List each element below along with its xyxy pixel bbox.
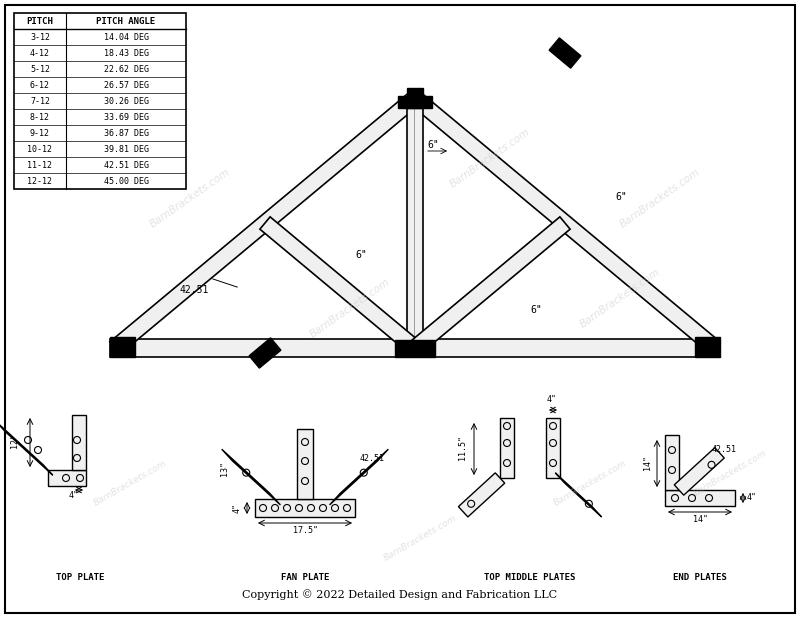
Bar [255,499,355,517]
Text: TOP PLATE: TOP PLATE [56,573,104,582]
Text: 11.5": 11.5" [458,436,467,460]
Bar [14,13,186,189]
Text: 12": 12" [10,433,19,447]
Text: 26.57 DEG: 26.57 DEG [103,80,149,90]
Text: 8-12: 8-12 [30,112,50,122]
Text: 6": 6" [355,250,366,260]
Text: 42.51: 42.51 [180,285,210,295]
Text: 45.00 DEG: 45.00 DEG [103,177,149,185]
Text: 14": 14" [693,515,707,524]
Text: 30.26 DEG: 30.26 DEG [103,96,149,106]
Text: 9-12: 9-12 [30,129,50,137]
Text: TOP MIDDLE PLATES: TOP MIDDLE PLATES [484,573,576,582]
Polygon shape [410,217,570,354]
Text: 14": 14" [643,454,652,470]
Bar [48,470,86,486]
Polygon shape [674,447,724,495]
Text: BarnBrackets.com: BarnBrackets.com [692,449,768,497]
Polygon shape [555,473,602,517]
Text: 6": 6" [530,305,542,315]
Text: 22.62 DEG: 22.62 DEG [103,64,149,74]
Text: 6": 6" [427,140,438,150]
Text: 3-12: 3-12 [30,33,50,41]
Text: BarnBrackets.com: BarnBrackets.com [92,459,168,507]
Polygon shape [222,449,281,505]
Text: BarnBrackets.com: BarnBrackets.com [552,459,628,507]
Text: 13": 13" [220,462,229,476]
Bar [407,88,423,108]
Text: BarnBrackets.com: BarnBrackets.com [308,277,392,339]
Text: FAN PLATE: FAN PLATE [281,573,329,582]
Polygon shape [407,98,423,348]
Polygon shape [0,421,53,475]
Text: PITCH: PITCH [26,17,54,25]
Bar [395,340,434,357]
Text: 5-12: 5-12 [30,64,50,74]
Text: 6": 6" [615,192,626,202]
Text: 33.69 DEG: 33.69 DEG [103,112,149,122]
Text: 18.43 DEG: 18.43 DEG [103,48,149,57]
Text: 4": 4" [233,503,242,513]
Text: 4-12: 4-12 [30,48,50,57]
Text: BarnBrackets.com: BarnBrackets.com [578,266,662,329]
Text: 4": 4" [747,494,757,502]
Text: 36.87 DEG: 36.87 DEG [103,129,149,137]
Bar [500,418,514,478]
Text: 17.5": 17.5" [293,526,318,535]
Bar [110,337,135,357]
Text: 7-12: 7-12 [30,96,50,106]
Text: 12-12: 12-12 [27,177,53,185]
Text: 39.81 DEG: 39.81 DEG [103,145,149,153]
Text: END PLATES: END PLATES [673,573,727,582]
Text: 42.51: 42.51 [712,445,737,454]
Text: 42.51: 42.51 [360,454,385,463]
Polygon shape [110,92,420,354]
Bar [546,418,560,478]
Text: BarnBrackets.com: BarnBrackets.com [618,167,702,229]
Bar [665,490,735,506]
Polygon shape [398,96,432,108]
Text: BarnBrackets.com: BarnBrackets.com [448,127,532,189]
Polygon shape [410,92,720,354]
Text: Copyright © 2022 Detailed Design and Fabrication LLC: Copyright © 2022 Detailed Design and Fab… [242,589,558,600]
Text: BarnBrackets.com: BarnBrackets.com [382,514,458,562]
Text: 11-12: 11-12 [27,161,53,169]
Polygon shape [260,217,420,354]
Text: 4": 4" [547,395,557,404]
Text: 10-12: 10-12 [27,145,53,153]
Text: 4": 4" [69,491,79,500]
Text: 6-12: 6-12 [30,80,50,90]
Polygon shape [330,449,388,505]
Polygon shape [549,38,581,68]
Bar [72,415,86,470]
Text: PITCH ANGLE: PITCH ANGLE [97,17,155,25]
Polygon shape [458,473,505,517]
Bar [110,339,720,357]
Bar [665,435,679,490]
Polygon shape [249,338,281,368]
Text: BarnBrackets.com: BarnBrackets.com [148,167,232,229]
Bar [297,429,313,499]
Bar [694,337,720,357]
Text: 14.04 DEG: 14.04 DEG [103,33,149,41]
Text: 42.51 DEG: 42.51 DEG [103,161,149,169]
